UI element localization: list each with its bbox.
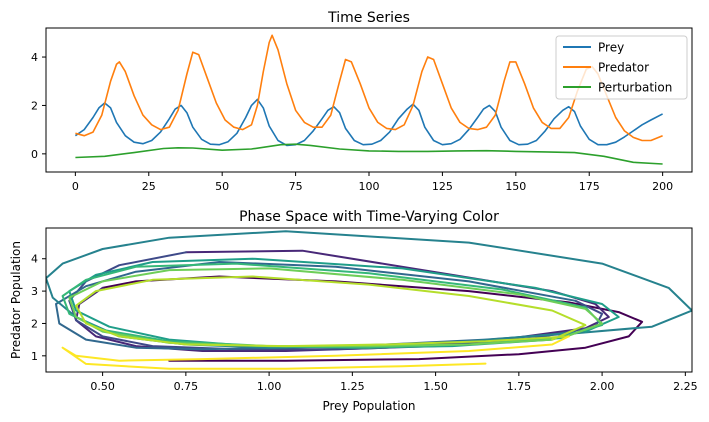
legend-label-perturbation: Perturbation [598,81,672,95]
x-tick-label: 1.75 [507,380,532,393]
y-tick-label: 4 [31,51,38,64]
phase-space-y-axis-label: Predator Population [9,241,23,359]
x-tick-label: 75 [289,180,303,193]
x-tick-label: 125 [432,180,453,193]
time-series-y-ticks: 0 2 4 [31,51,46,161]
legend-label-prey: Prey [598,41,624,55]
x-tick-label: 100 [359,180,380,193]
x-tick-label: 25 [142,180,156,193]
time-series-panel: Time Series 0 25 50 75 100 125 150 175 200 0 2 4 P… [31,10,693,193]
time-series-plot-area [74,34,663,165]
x-tick-label: 150 [505,180,526,193]
x-tick-label: 175 [579,180,600,193]
time-series-title: Time Series [327,10,410,26]
y-tick-label: 4 [31,253,38,266]
phase-space-axes-frame [45,227,693,373]
x-tick-label: 2.25 [673,380,698,393]
series-line-predator [75,34,663,142]
x-tick-label: 2.00 [590,380,615,393]
trajectory-segment-5 [46,230,692,349]
x-tick-label: 0.75 [174,380,199,393]
phase-space-plot-area [46,230,692,370]
legend-frame [555,35,688,100]
x-tick-label: 1.25 [340,380,365,393]
y-tick-label: 2 [31,317,38,330]
phase-space-x-axis-label: Prey Population [322,399,415,413]
phase-space-y-ticks: 1 2 3 4 [31,253,46,363]
phase-space-x-ticks: 0.50 0.75 1.00 1.25 1.50 1.75 2.00 2.25 [90,372,698,393]
x-tick-label: 50 [215,180,229,193]
phase-space-panel: Phase Space with Time-Varying Color 0.50… [9,209,698,413]
x-tick-label: 1.00 [257,380,282,393]
time-series-x-ticks: 0 25 50 75 100 125 150 175 200 [72,172,673,193]
y-tick-label: 1 [31,350,38,363]
series-line-prey [74,98,663,147]
legend-label-predator: Predator [598,61,649,75]
x-tick-label: 200 [652,180,673,193]
trajectory-segment-10 [61,335,570,370]
y-tick-label: 2 [31,99,38,112]
trajectory-segment-9 [75,275,587,348]
series-line-perturbation [75,143,663,165]
y-tick-label: 3 [31,285,38,298]
x-tick-label: 0.50 [90,380,115,393]
x-tick-label: 0 [72,180,79,193]
legend: Prey Predator Perturbation [555,35,688,100]
x-tick-label: 1.50 [423,380,448,393]
y-tick-label: 0 [31,148,38,161]
phase-space-title: Phase Space with Time-Varying Color [239,209,499,225]
